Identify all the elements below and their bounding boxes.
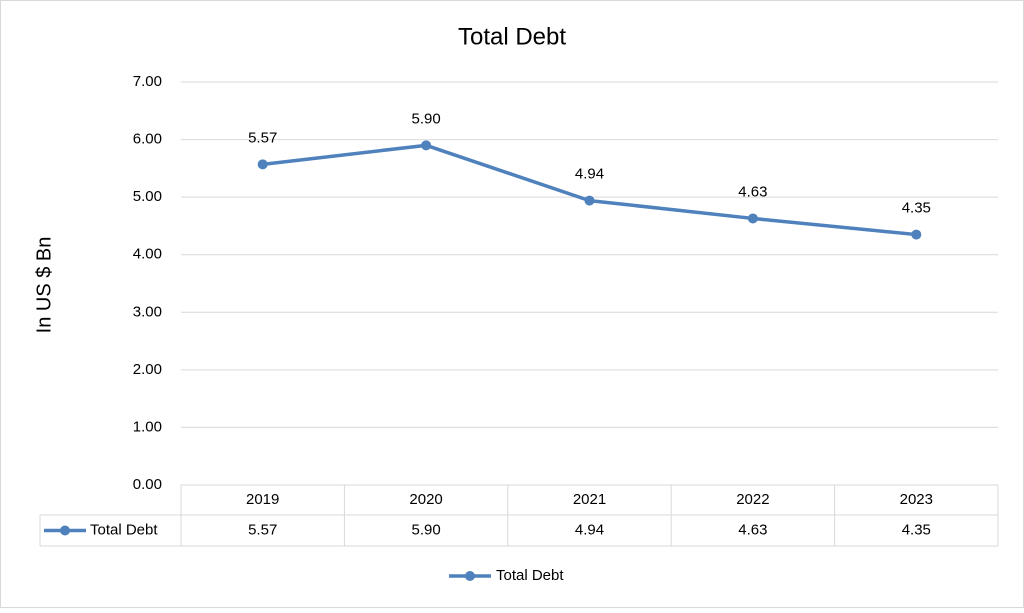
- y-tick-label: 3.00: [133, 303, 162, 320]
- data-point: [747, 213, 758, 224]
- data-point: [257, 159, 268, 170]
- y-tick-label: 2.00: [133, 361, 162, 378]
- x-tick-label: 2022: [736, 491, 769, 508]
- x-tick-label: 2020: [409, 491, 442, 508]
- y-tick-label: 1.00: [133, 418, 162, 435]
- y-tick-label: 6.00: [133, 131, 162, 148]
- table-cell: 4.94: [575, 521, 604, 538]
- data-label: 4.94: [575, 166, 604, 183]
- y-tick-label: 4.00: [133, 246, 162, 263]
- chart-title: Total Debt: [458, 23, 566, 50]
- data-label: 5.90: [411, 110, 440, 127]
- data-label: 4.35: [902, 200, 931, 217]
- data-point: [584, 195, 595, 206]
- table-cell: 5.90: [411, 521, 440, 538]
- x-tick-label: 2019: [246, 491, 279, 508]
- data-label: 5.57: [248, 129, 277, 146]
- y-tick-label: 0.00: [133, 476, 162, 493]
- table-cell: 5.57: [248, 521, 277, 538]
- table-cell: 4.35: [902, 521, 931, 538]
- x-tick-label: 2023: [900, 491, 933, 508]
- legend-marker: [465, 571, 475, 581]
- y-axis-label: In US $ Bn: [33, 237, 55, 334]
- y-tick-label: 5.00: [133, 188, 162, 205]
- y-tick-label: 7.00: [133, 73, 162, 90]
- data-label: 4.63: [738, 183, 767, 200]
- x-tick-label: 2021: [573, 491, 606, 508]
- legend-label: Total Debt: [496, 567, 564, 584]
- data-point: [421, 140, 432, 151]
- table-row-header: Total Debt: [90, 521, 158, 538]
- table-cell: 4.63: [738, 521, 767, 538]
- data-point: [911, 229, 922, 240]
- table-legend-marker: [60, 525, 70, 536]
